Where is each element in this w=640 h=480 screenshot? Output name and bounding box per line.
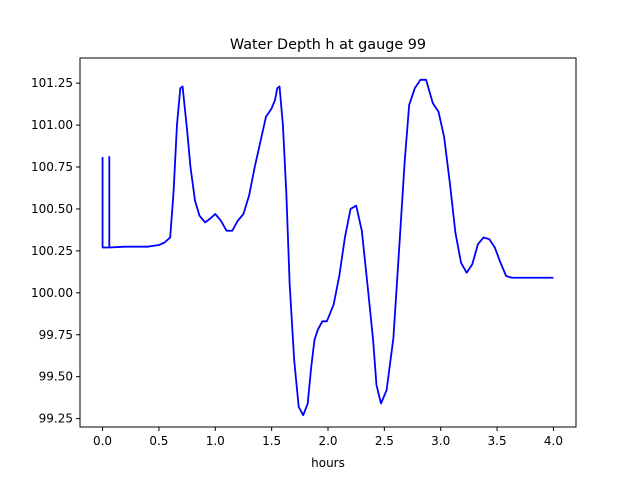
y-tick-label: 100.25 [31, 244, 73, 258]
y-tick-label: 99.75 [39, 328, 73, 342]
x-tick-label: 1.0 [206, 434, 225, 448]
x-tick-label: 0.0 [93, 434, 112, 448]
x-tick-label: 4.0 [544, 434, 563, 448]
y-tick-label: 101.25 [31, 76, 73, 90]
x-tick-label: 3.5 [488, 434, 507, 448]
y-axis-ticks: 99.25 99.50 99.75 100.00 100.25 100.50 100.75 1… [31, 76, 80, 426]
y-tick-label: 100.50 [31, 202, 73, 216]
series-line-0 [101, 78, 554, 417]
x-axis-label: hours [311, 456, 345, 470]
y-tick-label: 99.50 [39, 370, 73, 384]
x-tick-label: 2.5 [375, 434, 394, 448]
y-tick-label: 101.00 [31, 118, 73, 132]
x-tick-label: 1.5 [262, 434, 281, 448]
chart-title: Water Depth h at gauge 99 [230, 37, 426, 53]
y-tick-label: 99.25 [39, 412, 73, 426]
x-axis-ticks: 0.0 0.5 1.0 1.5 2.0 2.5 3.0 3.5 4.0 [93, 427, 563, 448]
x-tick-label: 3.0 [431, 434, 450, 448]
plot-area [101, 78, 554, 417]
y-tick-label: 100.00 [31, 286, 73, 300]
y-tick-label: 100.75 [31, 160, 73, 174]
x-tick-label: 2.0 [318, 434, 337, 448]
x-tick-label: 0.5 [149, 434, 168, 448]
